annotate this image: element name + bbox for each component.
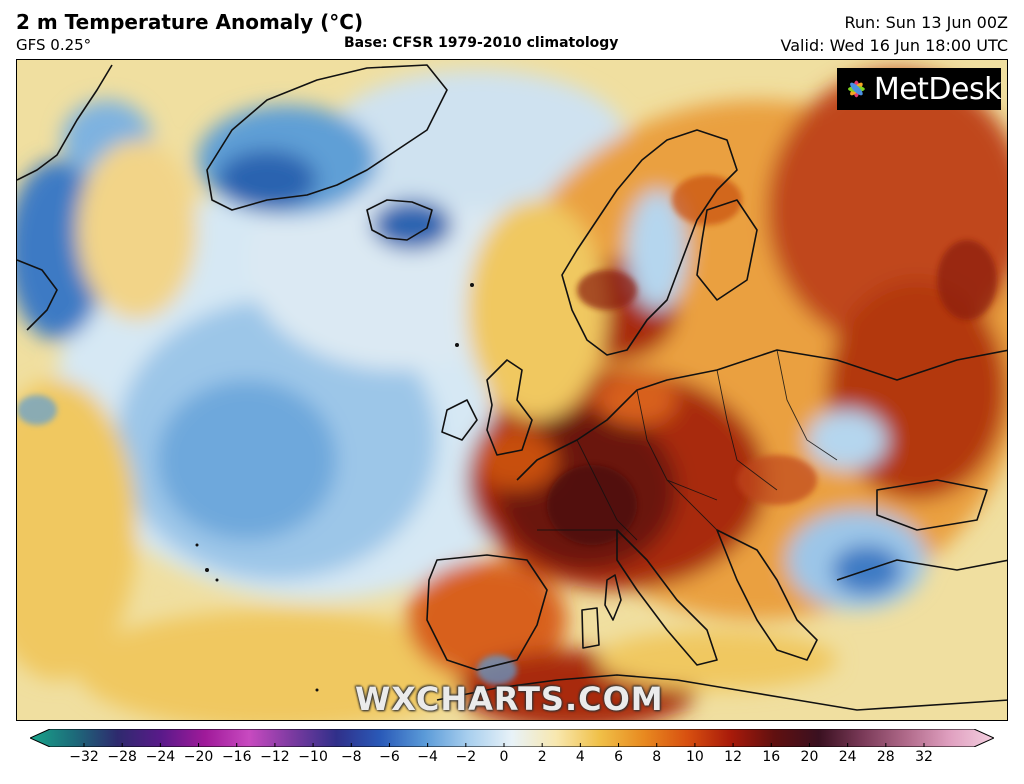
colorbar-ticks: −32 −28 −24 −20 −16 −12 −10 −8 −6 −4 −2 0 2 4 6 8 10 12 16… <box>0 749 1024 769</box>
colorbar-tick-label: 12 <box>724 749 742 765</box>
colorbar-tick-label: 10 <box>685 749 704 765</box>
colorbar-tick-label: −12 <box>260 749 290 765</box>
wxcharts-watermark: WXCHARTS.COM <box>355 680 664 718</box>
coastlines <box>17 64 1007 711</box>
run-time-label: Run: Sun 13 Jun 00Z <box>844 13 1008 32</box>
anomaly-texture <box>17 175 997 685</box>
colorbar-tick-label: 32 <box>915 749 933 765</box>
model-label: GFS 0.25° <box>16 36 92 54</box>
map-canvas <box>17 60 1007 720</box>
borders <box>537 349 838 541</box>
anomaly-map: MetDesk WXCHARTS.COM <box>16 59 1008 721</box>
colorbar-tick-label: −20 <box>183 749 214 765</box>
colorbar-tick-label: 0 <box>499 749 509 765</box>
colorbar-tick-label: 16 <box>762 749 781 765</box>
colorbar-tick-label: −16 <box>221 749 252 765</box>
colorbar-tick-label: 8 <box>652 749 662 765</box>
colorbar-tick-label: −8 <box>340 749 362 765</box>
colorbar-tick-label: 2 <box>537 749 547 765</box>
metdesk-flower-icon <box>848 80 865 98</box>
colorbar-tick-label: 20 <box>800 749 819 765</box>
colorbar-tick-label: 6 <box>614 749 623 765</box>
metdesk-logo-text: MetDesk <box>873 71 1002 107</box>
colorbar-tick-label: −10 <box>298 749 328 765</box>
colorbar-tick-label: 28 <box>876 749 895 765</box>
base-climatology-label: Base: CFSR 1979-2010 climatology <box>344 35 619 51</box>
colorbar-tick-label: −28 <box>107 749 137 765</box>
metdesk-logo: MetDesk <box>837 68 1002 110</box>
colorbar <box>30 729 994 747</box>
colorbar-tick-label: −2 <box>455 749 477 765</box>
valid-time-label: Valid: Wed 16 Jun 18:00 UTC <box>780 36 1008 55</box>
chart-title: 2 m Temperature Anomaly (°C) <box>16 10 364 34</box>
colorbar-tick-label: −4 <box>417 749 438 765</box>
colorbar-tick-label: −24 <box>145 749 176 765</box>
colorbar-gradient <box>30 729 994 747</box>
colorbar-tick-label: 24 <box>838 749 857 765</box>
colorbar-tick-label: 4 <box>575 749 585 765</box>
colorbar-tick-label: −6 <box>379 749 400 765</box>
colorbar-tick-label: −32 <box>69 749 99 765</box>
small-islands <box>195 283 474 692</box>
